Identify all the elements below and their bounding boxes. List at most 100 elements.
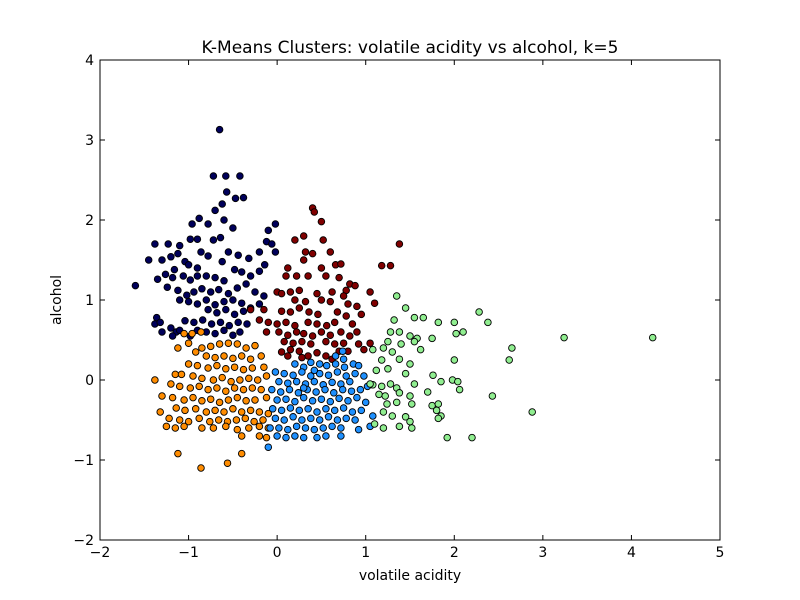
data-point-cluster-5 xyxy=(488,392,497,400)
data-point-cluster-1 xyxy=(237,299,246,307)
data-point-cluster-4 xyxy=(292,422,301,431)
data-point-cluster-5 xyxy=(437,377,445,386)
data-point-cluster-3 xyxy=(239,385,248,394)
data-point-cluster-4 xyxy=(347,387,356,395)
data-point-cluster-2 xyxy=(366,339,374,347)
data-point-cluster-4 xyxy=(315,369,324,378)
data-point-cluster-3 xyxy=(214,416,223,424)
data-point-cluster-2 xyxy=(377,261,386,270)
data-point-cluster-4 xyxy=(275,424,283,432)
data-point-cluster-4 xyxy=(324,413,333,421)
data-point-cluster-3 xyxy=(191,348,200,356)
data-point-cluster-5 xyxy=(468,433,476,442)
data-point-cluster-5 xyxy=(406,332,414,340)
data-point-cluster-5 xyxy=(454,377,462,386)
data-point-cluster-4 xyxy=(337,432,345,440)
data-point-cluster-1 xyxy=(207,320,216,328)
data-point-cluster-1 xyxy=(204,305,212,314)
data-point-cluster-2 xyxy=(275,328,283,336)
data-point-cluster-5 xyxy=(408,400,416,408)
data-point-cluster-5 xyxy=(450,318,459,327)
data-point-cluster-2 xyxy=(335,273,343,282)
data-point-cluster-2 xyxy=(304,318,312,327)
data-point-cluster-4 xyxy=(284,425,292,434)
data-point-cluster-4 xyxy=(361,398,370,407)
data-point-cluster-5 xyxy=(455,385,464,394)
data-point-cluster-3 xyxy=(262,372,271,380)
data-point-cluster-3 xyxy=(239,365,248,374)
data-point-cluster-3 xyxy=(233,340,242,348)
data-point-cluster-1 xyxy=(144,256,153,264)
data-point-cluster-1 xyxy=(234,318,242,327)
data-point-cluster-1 xyxy=(246,272,255,280)
data-point-cluster-4 xyxy=(313,408,321,416)
data-point-cluster-4 xyxy=(294,389,303,397)
data-point-cluster-4 xyxy=(285,385,294,394)
data-point-cluster-1 xyxy=(222,172,230,180)
data-point-cluster-5 xyxy=(388,348,397,356)
data-point-cluster-2 xyxy=(286,308,295,316)
data-point-cluster-1 xyxy=(163,283,172,291)
data-point-cluster-2 xyxy=(304,272,312,280)
data-point-cluster-1 xyxy=(237,268,246,276)
data-point-cluster-2 xyxy=(277,348,286,356)
data-point-cluster-1 xyxy=(184,297,193,306)
data-point-cluster-2 xyxy=(286,288,295,296)
data-point-cluster-5 xyxy=(392,398,401,407)
data-point-cluster-2 xyxy=(277,307,286,315)
data-point-cluster-2 xyxy=(326,248,335,256)
data-point-cluster-2 xyxy=(366,288,374,296)
data-point-cluster-5 xyxy=(406,417,414,426)
data-point-cluster-3 xyxy=(202,408,211,416)
data-point-cluster-2 xyxy=(328,288,336,296)
data-point-cluster-3 xyxy=(257,352,265,360)
data-point-cluster-3 xyxy=(189,393,197,402)
data-point-cluster-1 xyxy=(222,305,230,314)
data-point-cluster-5 xyxy=(410,380,419,388)
data-point-cluster-2 xyxy=(298,353,306,362)
data-point-cluster-4 xyxy=(322,361,331,370)
data-point-cluster-3 xyxy=(264,409,273,418)
data-point-cluster-4 xyxy=(268,385,276,394)
data-point-cluster-1 xyxy=(211,273,219,282)
data-point-cluster-3 xyxy=(227,377,235,386)
data-point-cluster-3 xyxy=(181,406,189,415)
data-point-cluster-5 xyxy=(452,329,460,338)
data-point-cluster-2 xyxy=(319,236,327,244)
data-point-cluster-4 xyxy=(342,414,350,423)
data-point-cluster-1 xyxy=(181,317,189,325)
data-point-cluster-3 xyxy=(195,414,203,423)
data-point-cluster-1 xyxy=(174,249,182,258)
data-point-cluster-2 xyxy=(308,332,317,340)
data-point-cluster-1 xyxy=(229,296,237,304)
data-point-cluster-1 xyxy=(158,328,166,336)
data-point-cluster-3 xyxy=(204,364,212,372)
data-point-cluster-1 xyxy=(158,256,166,264)
data-point-cluster-4 xyxy=(299,433,308,442)
data-point-cluster-4 xyxy=(276,388,285,396)
data-point-cluster-2 xyxy=(314,310,322,319)
data-point-cluster-2 xyxy=(284,331,292,339)
data-point-cluster-2 xyxy=(313,320,321,328)
data-point-cluster-3 xyxy=(158,392,166,400)
data-point-cluster-3 xyxy=(193,361,202,370)
data-point-cluster-1 xyxy=(209,236,218,244)
data-point-cluster-2 xyxy=(346,332,354,340)
data-point-cluster-3 xyxy=(206,342,215,351)
data-point-cluster-4 xyxy=(321,385,329,394)
data-point-cluster-3 xyxy=(180,396,188,404)
data-point-cluster-1 xyxy=(168,273,177,282)
data-point-cluster-1 xyxy=(151,240,159,248)
data-point-cluster-3 xyxy=(245,424,253,432)
data-point-cluster-3 xyxy=(237,449,246,458)
data-point-cluster-1 xyxy=(175,241,184,250)
data-point-cluster-4 xyxy=(289,413,297,421)
data-point-cluster-5 xyxy=(423,388,432,396)
data-point-cluster-3 xyxy=(223,459,232,467)
data-point-cluster-2 xyxy=(246,305,255,314)
data-point-cluster-5 xyxy=(443,433,451,442)
data-point-cluster-4 xyxy=(310,366,319,375)
data-point-cluster-5 xyxy=(434,400,443,408)
data-point-cluster-3 xyxy=(237,432,246,440)
